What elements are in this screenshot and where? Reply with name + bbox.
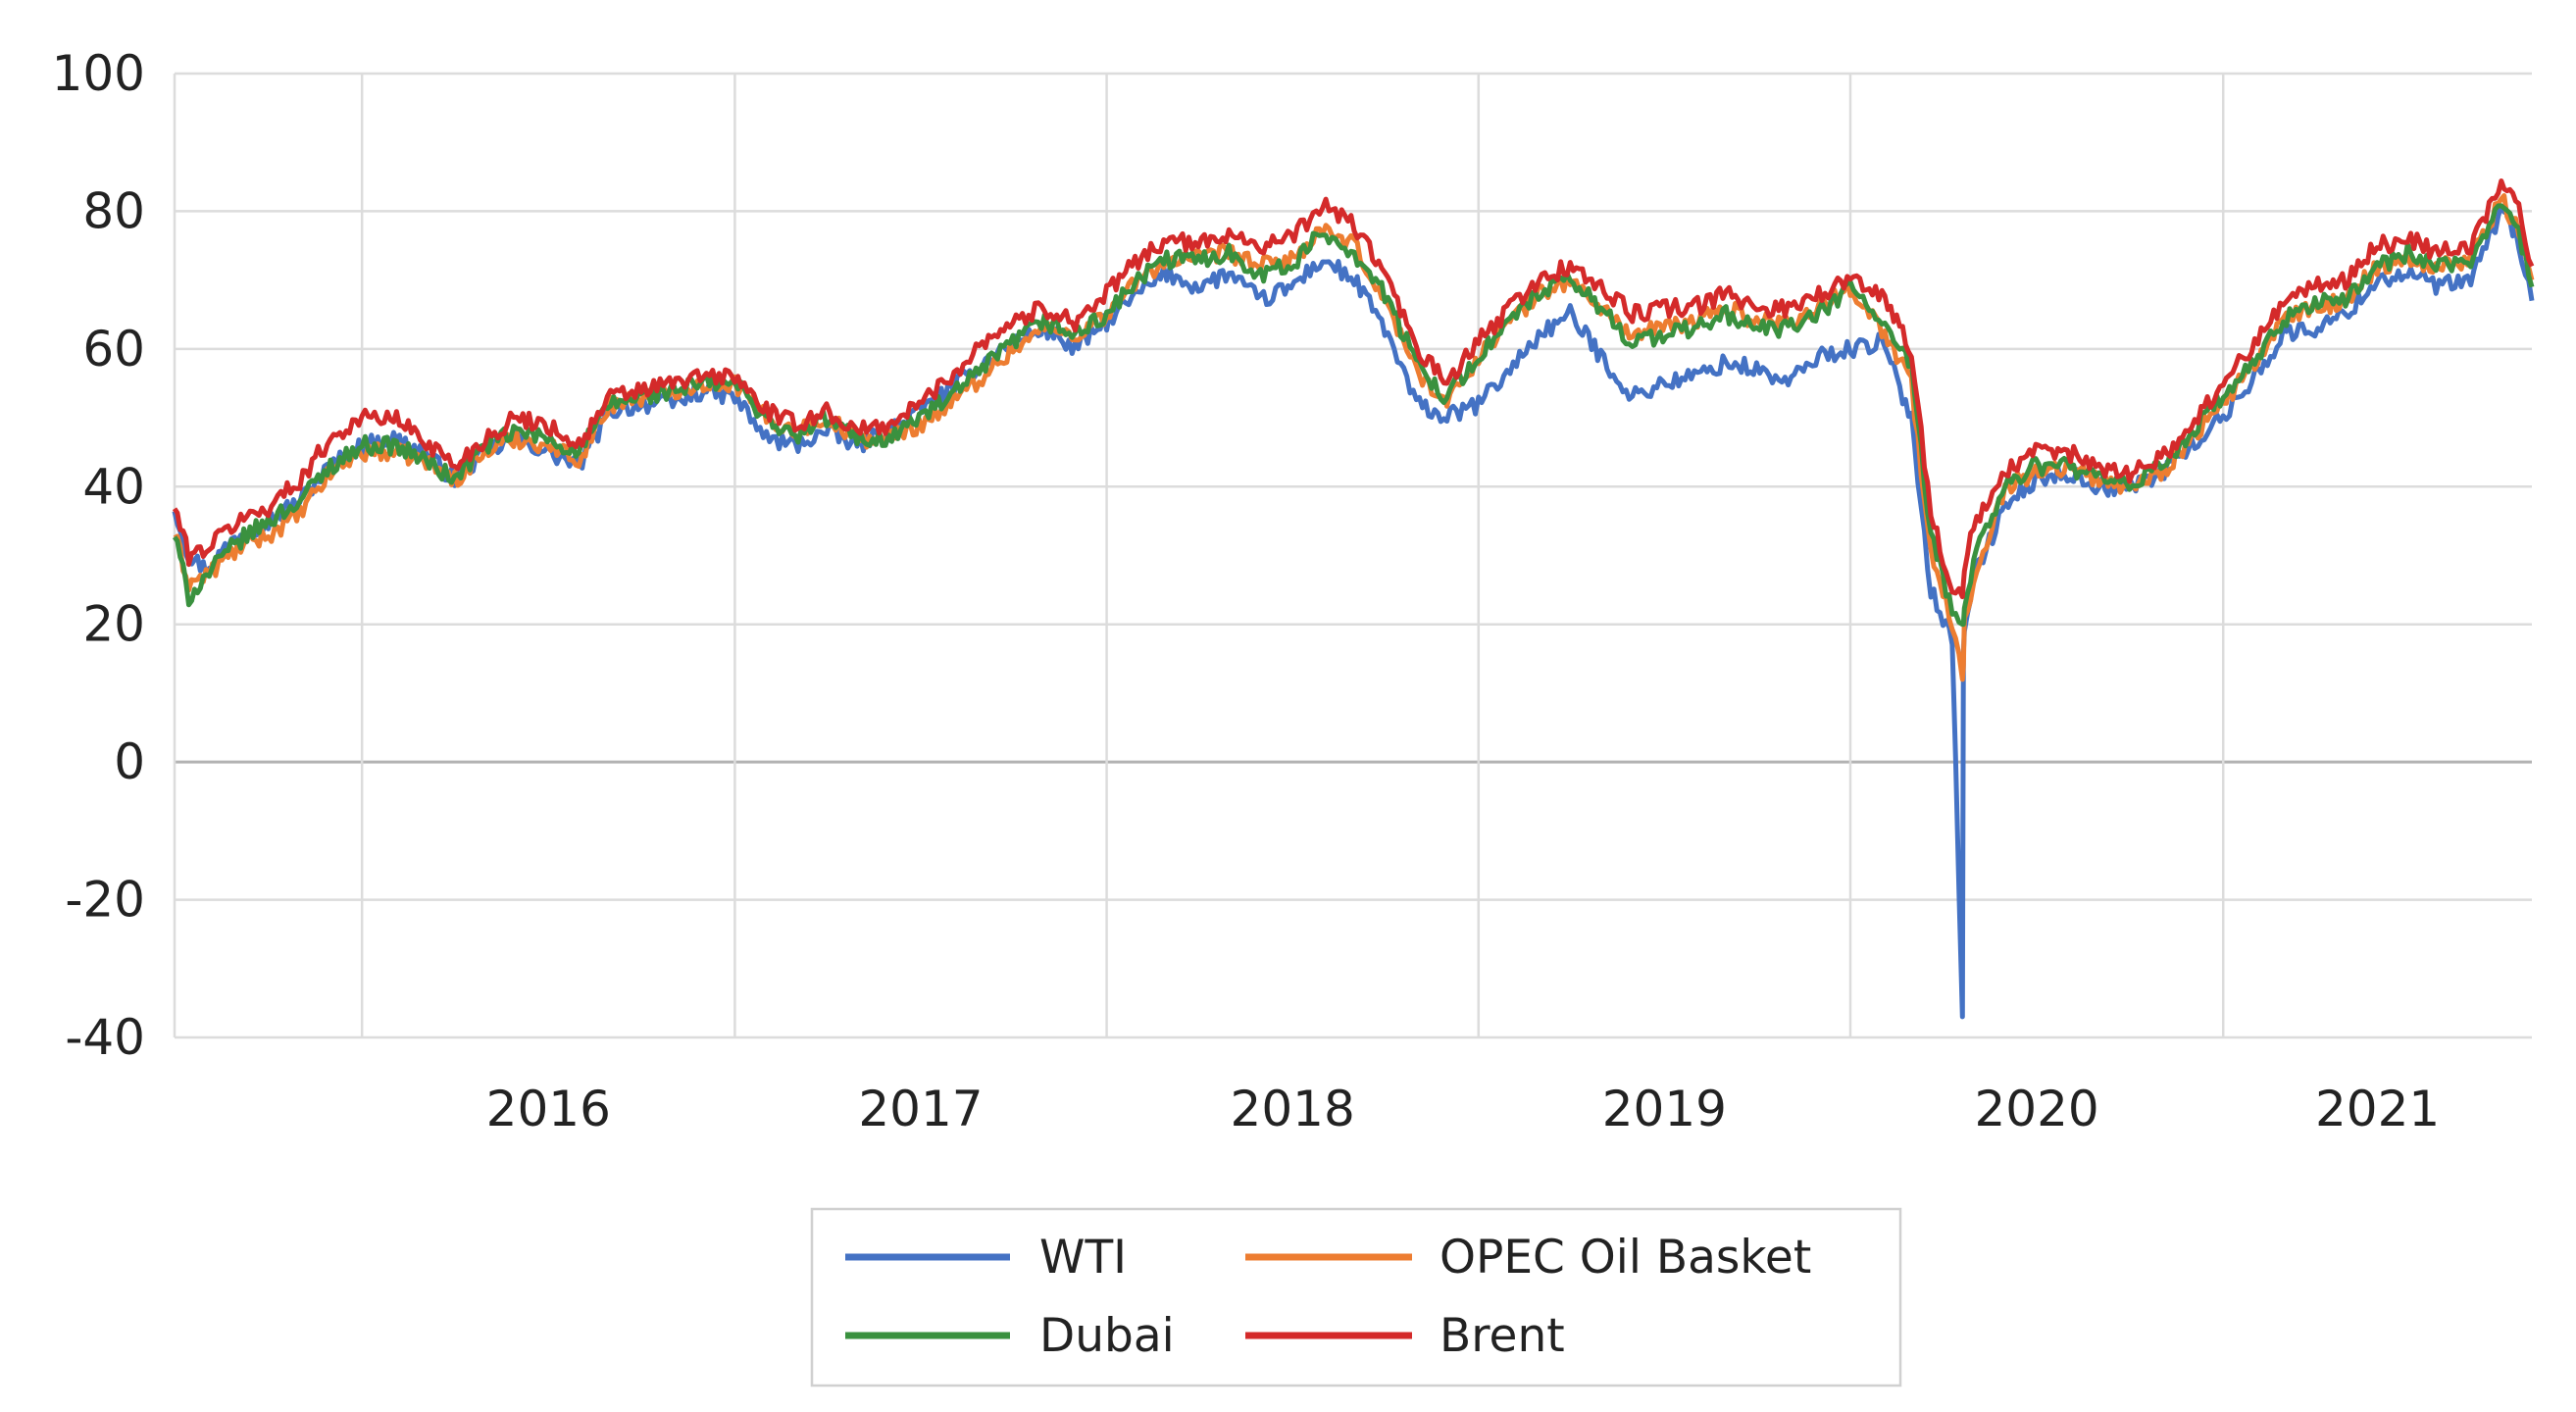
x-tick-label: 2021 [2315, 1081, 2440, 1137]
y-tick-label: 60 [82, 321, 145, 378]
y-tick-label: -20 [65, 872, 145, 929]
legend: WTI OPEC Oil Basket Dubai Brent [810, 1207, 1902, 1387]
legend-label: Brent [1440, 1309, 1565, 1363]
legend-label: Dubai [1039, 1309, 1175, 1363]
x-tick-label: 2018 [1231, 1081, 1355, 1137]
x-tick-label: 2016 [486, 1081, 611, 1137]
y-tick-label: 20 [82, 596, 145, 653]
legend-label: WTI [1039, 1231, 1127, 1285]
y-tick-label: 40 [82, 458, 145, 515]
legend-label: OPEC Oil Basket [1440, 1231, 1811, 1285]
x-tick-label: 2020 [1974, 1081, 2098, 1137]
x-tick-label: 2019 [1602, 1081, 1727, 1137]
series-line-brent [172, 178, 2535, 600]
y-tick-label: 0 [114, 733, 145, 790]
x-tick-label: 2017 [858, 1081, 983, 1137]
y-tick-label: 100 [52, 45, 145, 102]
series-line-wti [172, 203, 2535, 1020]
y-tick-label: -40 [65, 1009, 145, 1066]
series-line-dubai [172, 203, 2535, 628]
legend-box [810, 1207, 1902, 1387]
grid [173, 72, 2532, 1039]
series-lines [172, 178, 2535, 1020]
axes: 100 80 60 40 20 0 -20 -40 2016 2017 2018 2019 2020 20… [52, 45, 2441, 1137]
y-tick-label: 80 [82, 182, 145, 239]
